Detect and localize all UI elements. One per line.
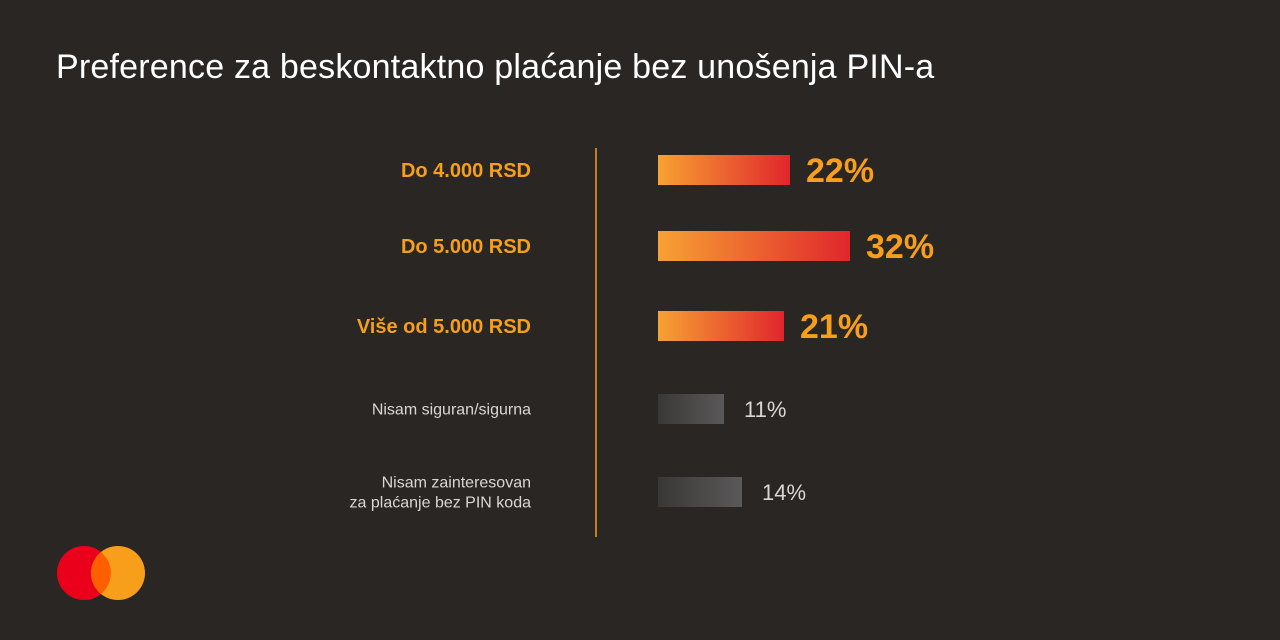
bars-group: Do 4.000 RSD 22% Do 5.000 RSD 32% Više od 5.… [350,152,935,512]
logo-overlap [91,552,111,594]
bar [658,477,742,507]
bar [658,231,850,261]
bar [658,311,784,341]
category-label: Nisam zainteresovan [382,475,531,492]
mastercard-logo [57,546,145,600]
value-label: 22% [806,152,874,190]
bar [658,155,790,185]
category-label: Do 5.000 RSD [401,236,531,258]
value-label: 21% [800,308,868,346]
chart-title: Preference za beskontaktno plaćanje bez … [56,48,935,86]
value-label: 32% [866,228,934,266]
value-label: 11% [744,397,786,422]
bar [658,394,724,424]
category-label: Nisam siguran/sigurna [372,402,531,419]
category-label: za plaćanje bez PIN koda [350,495,532,512]
value-label: 14% [762,480,806,505]
category-label: Više od 5.000 RSD [357,316,531,338]
category-label: Do 4.000 RSD [401,160,531,182]
